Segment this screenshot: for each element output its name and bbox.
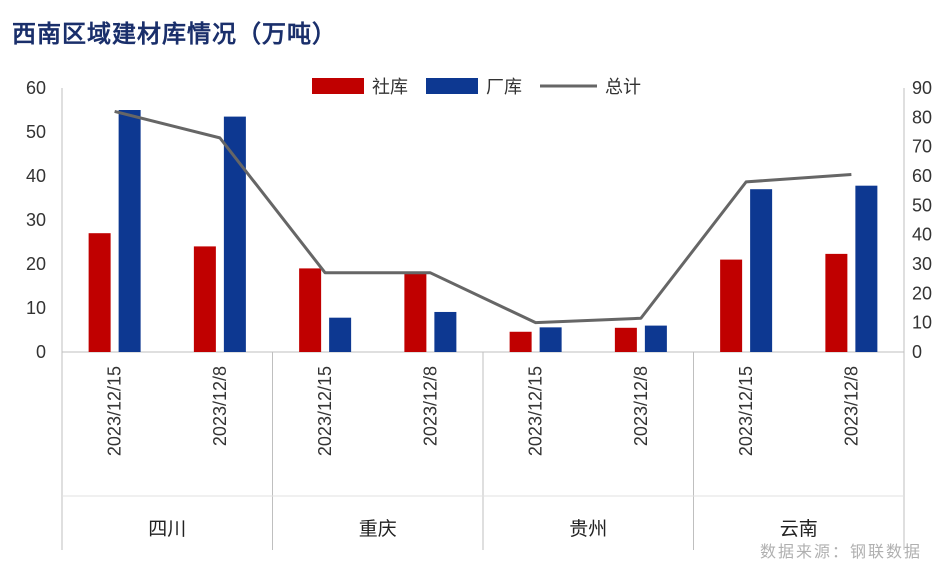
bar-social <box>614 327 637 352</box>
legend-swatch-social <box>312 78 364 94</box>
y-right-tick-label: 90 <box>912 78 932 98</box>
y-right-tick-label: 0 <box>912 342 922 362</box>
legend-label-total: 总计 <box>605 77 641 98</box>
y-right-tick-label: 80 <box>912 107 932 127</box>
y-right-tick-label: 20 <box>912 283 932 303</box>
bar-factory <box>855 185 878 352</box>
x-tick-label: 2023/12/15 <box>315 366 335 456</box>
x-tick-label: 2023/12/15 <box>736 366 756 456</box>
bar-social <box>720 259 743 352</box>
y-right-tick-label: 30 <box>912 254 932 274</box>
y-left-tick-label: 40 <box>26 166 46 186</box>
x-tick-label: 2023/12/15 <box>526 366 546 456</box>
bar-social <box>825 253 848 352</box>
bar-social <box>404 272 427 352</box>
x-tick-label: 2023/12/8 <box>420 366 440 446</box>
bar-factory <box>118 110 141 352</box>
y-right-tick-label: 40 <box>912 225 932 245</box>
bar-social <box>299 268 322 352</box>
bar-factory <box>434 311 457 352</box>
legend-label-factory: 厂库 <box>486 77 522 98</box>
group-label: 云南 <box>780 518 818 540</box>
bar-social <box>193 246 216 352</box>
legend-swatch-factory <box>426 78 478 94</box>
legend-label-social: 社库 <box>372 77 408 98</box>
bar-factory <box>223 116 246 352</box>
group-label: 四川 <box>148 518 186 540</box>
series-line-total <box>114 110 852 325</box>
bar-factory <box>750 189 773 352</box>
group-label: 贵州 <box>569 518 607 540</box>
y-left-tick-label: 20 <box>26 254 46 274</box>
x-tick-label: 2023/12/8 <box>210 366 230 446</box>
x-tick-label: 2023/12/8 <box>631 366 651 446</box>
y-right-tick-label: 10 <box>912 313 932 333</box>
bar-social <box>88 233 111 352</box>
group-label: 重庆 <box>359 518 397 540</box>
bar-social <box>509 331 532 352</box>
y-right-tick-label: 60 <box>912 166 932 186</box>
x-tick-label: 2023/12/8 <box>841 366 861 446</box>
y-left-tick-label: 10 <box>26 298 46 318</box>
y-left-tick-label: 0 <box>36 342 46 362</box>
y-left-tick-label: 60 <box>26 78 46 98</box>
x-tick-label: 2023/12/15 <box>105 366 125 456</box>
source-note: 数据来源：钢联数据 <box>759 542 922 561</box>
bar-factory <box>539 327 562 352</box>
chart-title: 西南区域建材库情况（万吨） <box>12 19 337 48</box>
bar-factory <box>329 317 352 352</box>
y-left-tick-label: 50 <box>26 122 46 142</box>
y-right-tick-label: 70 <box>912 137 932 157</box>
y-left-tick-label: 30 <box>26 210 46 230</box>
bar-factory <box>644 325 667 352</box>
y-right-tick-label: 50 <box>912 195 932 215</box>
